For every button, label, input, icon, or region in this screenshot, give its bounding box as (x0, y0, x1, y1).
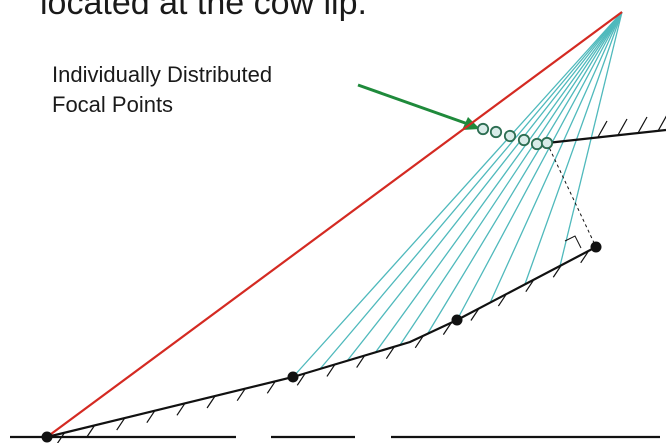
fan-line (346, 11, 623, 362)
pointer-arrow (357, 83, 480, 130)
fan-line (374, 11, 623, 354)
nodes (41, 241, 602, 443)
hatch-mark (617, 118, 628, 136)
focal-point (503, 129, 517, 143)
hatch-mark (86, 425, 96, 438)
slope-hatches (56, 250, 590, 443)
upper-surface (546, 128, 666, 145)
header-text: located at the cow lip. (40, 0, 367, 22)
hatch-mark (470, 308, 480, 321)
focal-point (476, 122, 490, 136)
hatch-mark (236, 388, 246, 401)
dashed-perpendicular (546, 142, 597, 248)
hatch-mark (657, 115, 666, 132)
hatch-mark (525, 279, 535, 292)
hatch-mark (442, 322, 452, 335)
focal-point (540, 136, 554, 150)
hatch-mark (266, 380, 276, 394)
right-angle-mark (564, 235, 582, 249)
hatch-mark (385, 346, 395, 360)
red-failure-line (46, 11, 623, 438)
hatch-mark (414, 335, 424, 349)
hatch-mark (206, 395, 216, 409)
node-1 (287, 371, 299, 383)
hatch-mark (497, 293, 507, 307)
node-toe (41, 431, 53, 443)
pointer-arrow-shaft (357, 83, 469, 126)
fan-line (427, 11, 623, 334)
slope-surface (46, 246, 597, 439)
fan-line (524, 11, 623, 285)
hatch-mark (296, 373, 306, 386)
hatch-mark (146, 410, 156, 424)
hatch-mark (326, 364, 336, 377)
hatch-mark (597, 120, 608, 138)
fan-line (399, 11, 623, 346)
fan-line (456, 11, 623, 321)
focal-points (476, 122, 554, 151)
hatch-mark (637, 116, 648, 134)
annotation-line-2: Focal Points (52, 92, 173, 117)
fan-line (489, 11, 623, 304)
focal-point (517, 133, 531, 147)
focal-point (489, 125, 503, 139)
hatch-mark (552, 264, 562, 278)
hatch-mark (580, 250, 590, 264)
fan-line (319, 11, 623, 370)
annotation-line-1: Individually Distributed (52, 62, 272, 87)
focal-point (530, 137, 544, 151)
hatch-mark (356, 355, 366, 368)
fan-lines (292, 11, 623, 378)
hatch-mark (176, 403, 186, 416)
fan-line (292, 11, 623, 378)
hatch-mark (116, 417, 126, 431)
node-3 (590, 241, 602, 253)
node-2 (451, 314, 463, 326)
